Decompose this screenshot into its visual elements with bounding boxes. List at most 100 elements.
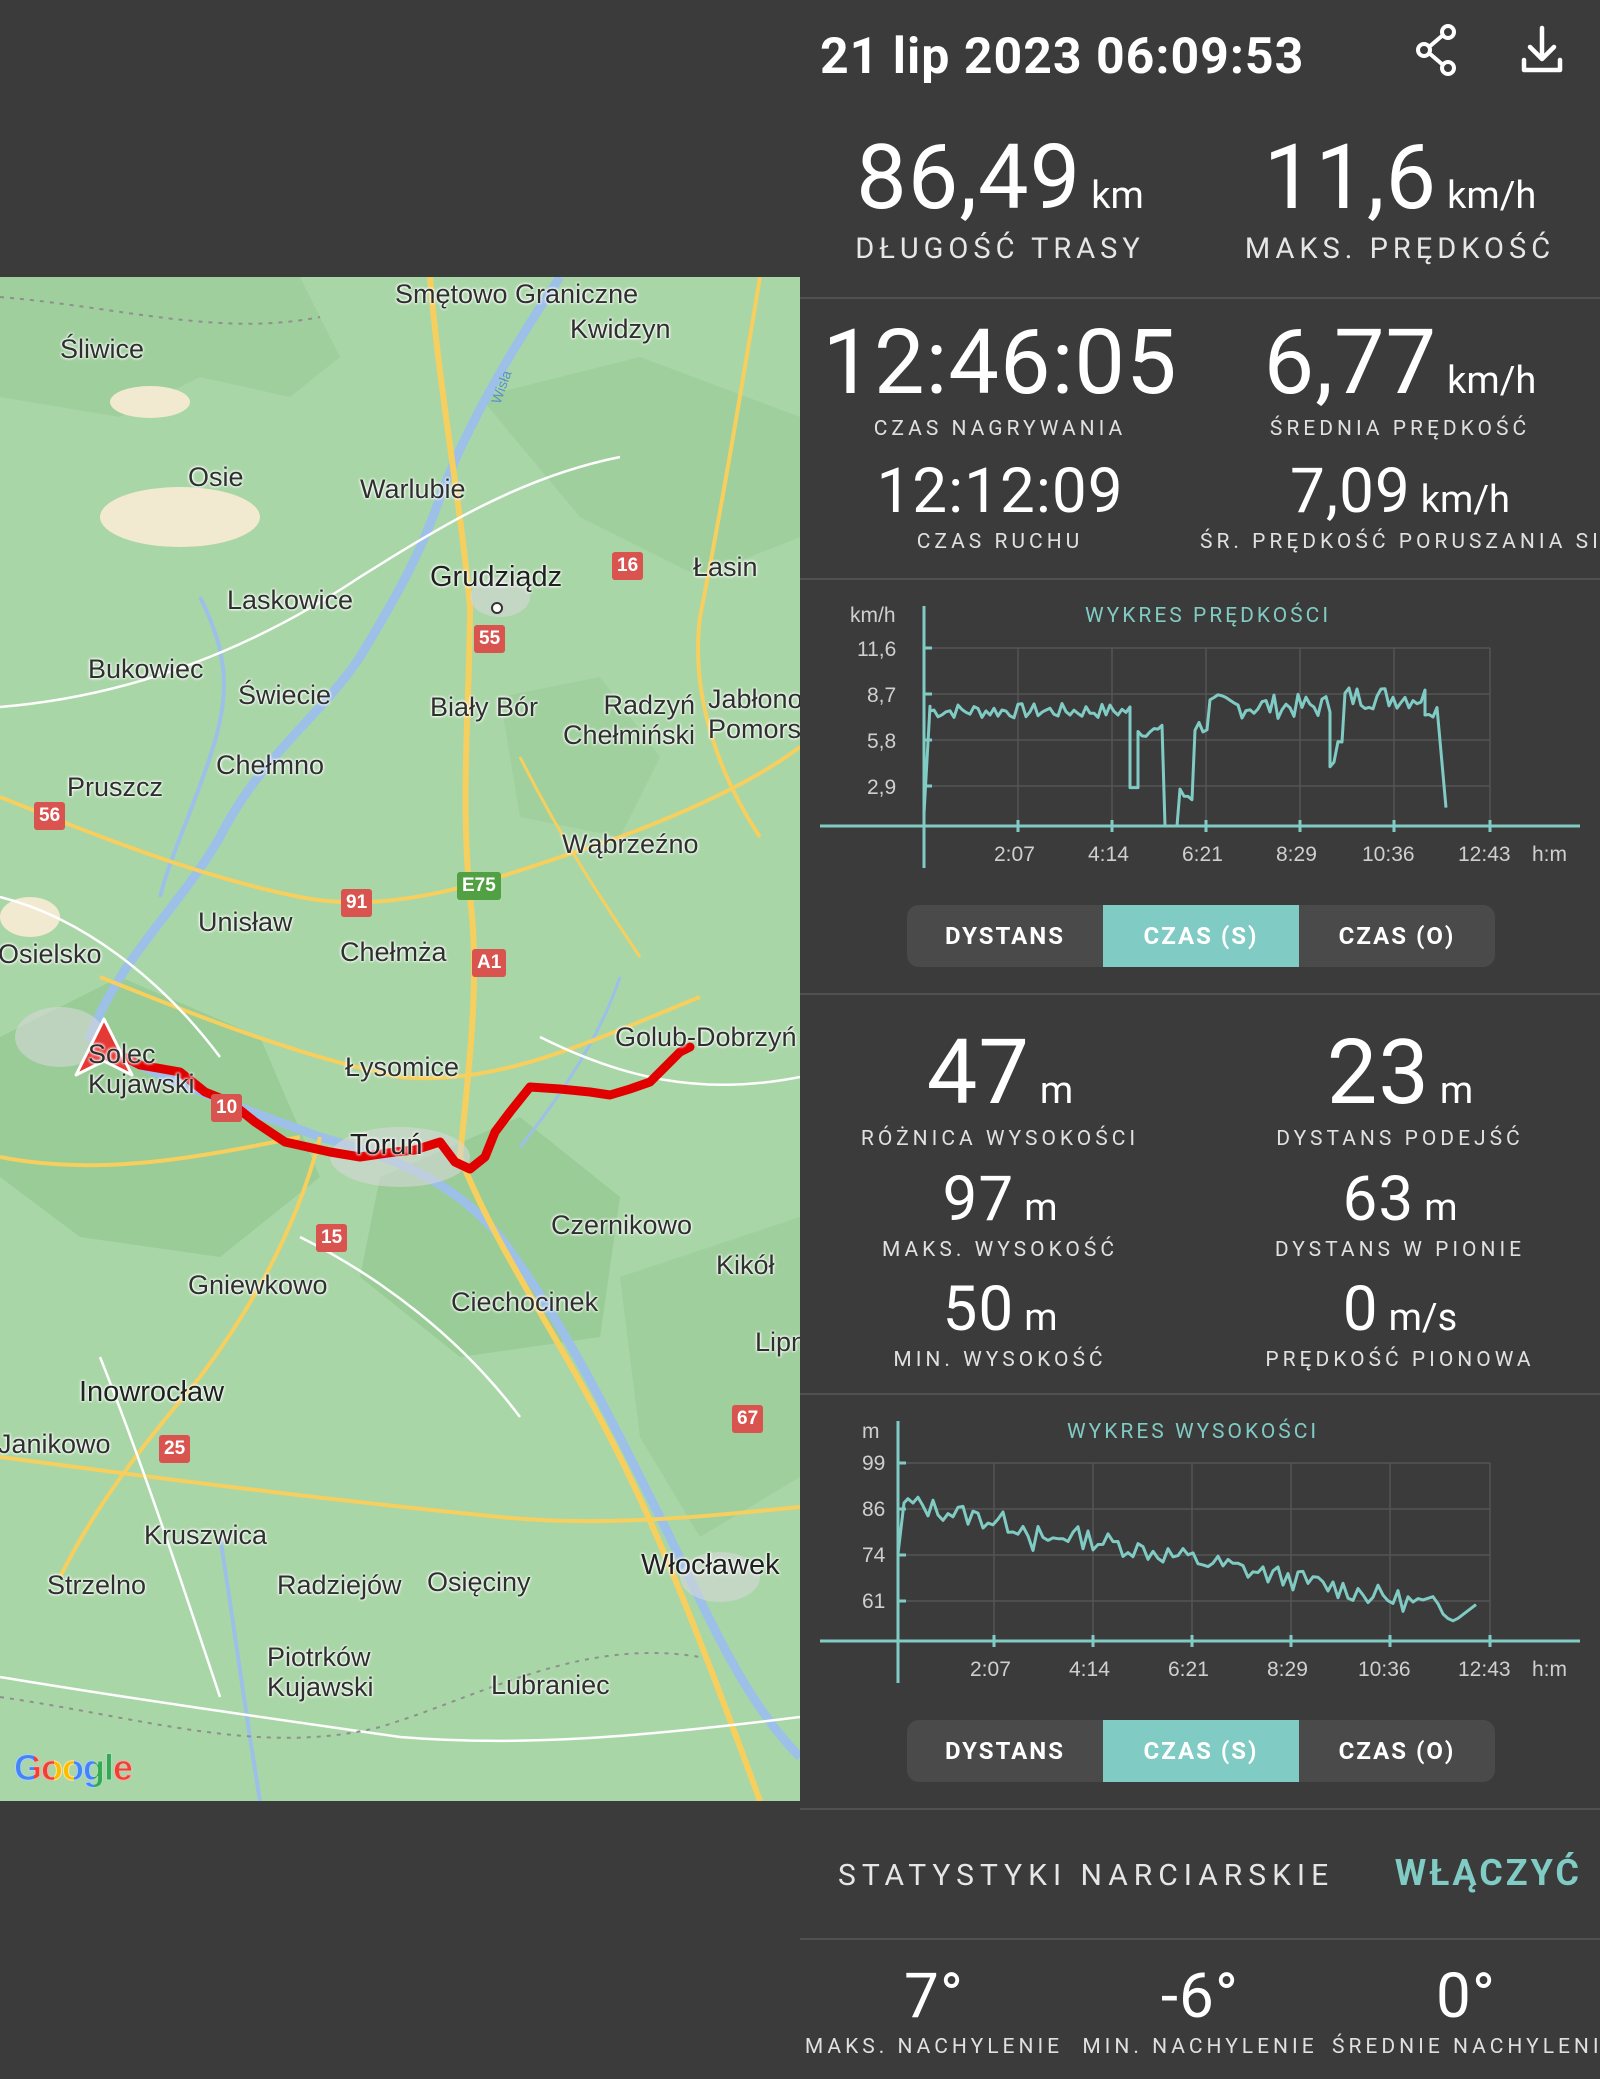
stat-label: ŚREDNIA PRĘDKOŚĆ <box>1269 417 1531 441</box>
road-shield: 16 <box>612 552 644 580</box>
x-axis-unit: h:m <box>1532 1658 1568 1681</box>
tab-time-s[interactable]: CZAS (S) <box>1103 1720 1299 1782</box>
map-label: Osie <box>188 462 244 492</box>
x-tick: 6:21 <box>1182 843 1223 866</box>
x-tick: 8:29 <box>1267 1658 1308 1681</box>
elevation-chart-unit: m <box>862 1420 880 1443</box>
map-label: Czernikowo <box>551 1210 693 1240</box>
stat-value: 0° <box>1435 1960 1496 2033</box>
tab-distance[interactable]: DYSTANS <box>945 1737 1065 1765</box>
stat-unit: km/h <box>1447 174 1537 218</box>
stat-label: MIN. WYSOKOŚĆ <box>893 1348 1107 1372</box>
map-label: Jabłono Pomors <box>708 684 800 744</box>
elevation-chart-plot <box>820 1421 1580 1683</box>
tab-time-o[interactable]: CZAS (O) <box>1338 922 1456 950</box>
stat-vertical-speed: 0 m/s PRĘDKOŚĆ PIONOWA <box>1200 1273 1600 1372</box>
map-label: Osielsko <box>0 939 102 969</box>
stat-value: 12:46:05 <box>822 310 1178 415</box>
stat-value: 6,77 <box>1263 310 1438 415</box>
stat-label: MAKS. WYSOKOŚĆ <box>881 1238 1119 1262</box>
stat-value: 47 <box>926 1020 1030 1125</box>
stat-label: MAKS. NACHYLENIE <box>804 2035 1064 2059</box>
recording-date: 21 lip 2023 06:09:53 <box>820 28 1305 86</box>
stat-unit: m <box>1024 1186 1058 1230</box>
x-tick: 2:07 <box>994 843 1035 866</box>
stat-unit: m/s <box>1388 1296 1458 1340</box>
map-label: Toruń <box>350 1129 423 1161</box>
share-icon[interactable] <box>1408 20 1468 80</box>
stat-unit: km <box>1091 174 1144 218</box>
stat-label: CZAS NAGRYWANIA <box>873 417 1127 441</box>
stat-label: CZAS RUCHU <box>916 530 1084 554</box>
map-label: Pruszcz <box>67 772 164 802</box>
tab-time-s[interactable]: CZAS (S) <box>1103 905 1299 967</box>
map-label: Osięciny <box>427 1567 531 1597</box>
stat-label: DYSTANS W PIONIE <box>1274 1238 1526 1262</box>
tab-time-o[interactable]: CZAS (O) <box>1338 1737 1456 1765</box>
stat-value: 12:12:09 <box>876 455 1124 528</box>
speed-chart-unit: km/h <box>850 604 896 627</box>
stat-label: ŚREDNIE NACHYLENIE <box>1332 2035 1600 2059</box>
stat-max-speed: 11,6 km/h MAKS. PRĘDKOŚĆ <box>1200 125 1600 266</box>
stat-label: MAKS. PRĘDKOŚĆ <box>1244 232 1556 266</box>
road-shield: 10 <box>211 1094 243 1122</box>
stat-value: 97 <box>942 1163 1015 1236</box>
map-label: Solec Kujawski <box>88 1039 195 1099</box>
y-tick: 86 <box>862 1498 886 1521</box>
road-shield: 55 <box>474 625 506 653</box>
stat-value: 23 <box>1326 1020 1430 1125</box>
stat-unit: m <box>1439 1069 1474 1113</box>
x-tick: 12:43 <box>1458 1658 1511 1681</box>
stat-max-elevation: 97 m MAKS. WYSOKOŚĆ <box>800 1163 1200 1262</box>
map-label: Śliwice <box>60 334 145 364</box>
y-tick: 11,6 <box>857 638 897 661</box>
ski-stats-label: STATYSTYKI NARCIARSKIE <box>838 1858 1335 1893</box>
map-label: Łysomice <box>345 1052 460 1082</box>
ski-enable-button[interactable]: WŁĄCZYĆ <box>1394 1852 1582 1894</box>
road-shield: 56 <box>34 802 66 830</box>
stat-value: -6° <box>1160 1960 1240 2033</box>
map-label: Chełmno <box>216 750 325 780</box>
map-label: Lubraniec <box>491 1670 610 1700</box>
road-shield: 15 <box>316 1224 348 1252</box>
map-label: Kwidzyn <box>570 314 671 344</box>
speed-chart-mode-toggle: DYSTANS CZAS (S) CZAS (O) <box>907 905 1495 967</box>
map-label: Janikowo <box>0 1429 111 1459</box>
stat-label: MIN. NACHYLENIE <box>1082 2035 1318 2059</box>
road-shield: 25 <box>159 1435 191 1463</box>
map-label: Golub-Dobrzyń <box>615 1022 797 1052</box>
stat-avg-slope: 0° ŚREDNIE NACHYLENIE <box>1332 1960 1600 2059</box>
tab-distance[interactable]: DYSTANS <box>945 922 1065 950</box>
x-tick: 4:14 <box>1069 1658 1110 1681</box>
map-label: Strzelno <box>47 1570 147 1600</box>
map-label: Chełmża <box>340 937 447 967</box>
elevation-series-line <box>896 1495 1477 1623</box>
x-tick: 10:36 <box>1358 1658 1411 1681</box>
download-icon[interactable] <box>1512 20 1572 80</box>
speed-series-line <box>922 686 1448 828</box>
navigation-arrow-icon <box>74 1017 134 1077</box>
stat-value: 0 <box>1342 1273 1379 1346</box>
divider <box>800 1938 1600 1940</box>
speed-chart-title: WYKRES PRĘDKOŚCI <box>1085 604 1332 628</box>
stat-unit: m <box>1039 1069 1074 1113</box>
divider <box>800 578 1600 580</box>
map-label: Ciechocinek <box>451 1287 599 1317</box>
map-label: Kruszwica <box>144 1520 268 1550</box>
map-label: Inowrocław <box>79 1376 225 1408</box>
stat-recording-time: 12:46:05 CZAS NAGRYWANIA <box>800 310 1200 441</box>
stat-label: ŚR. PRĘDKOŚĆ PORUSZANIA SIĘ <box>1200 530 1600 554</box>
map-label: Łasin <box>693 552 758 582</box>
route-map[interactable]: Smętowo Graniczne Kwidzyn Śliwice Osie W… <box>0 277 800 1801</box>
stat-avg-moving-speed: 7,09 km/h ŚR. PRĘDKOŚĆ PORUSZANIA SIĘ <box>1200 455 1600 554</box>
y-tick: 74 <box>862 1544 886 1567</box>
stat-unit: m <box>1424 1186 1458 1230</box>
map-label: Biały Bór <box>430 692 539 722</box>
stat-climb-distance: 23 m DYSTANS PODEJŚĆ <box>1200 1020 1600 1151</box>
divider <box>800 1393 1600 1395</box>
stat-label: DŁUGOŚĆ TRASY <box>855 232 1145 266</box>
road-shield: A1 <box>472 949 507 977</box>
x-axis-unit: h:m <box>1532 843 1568 866</box>
stat-elevation-diff: 47 m RÓŻNICA WYSOKOŚCI <box>800 1020 1200 1151</box>
map-label: Piotrków Kujawski <box>267 1642 374 1702</box>
